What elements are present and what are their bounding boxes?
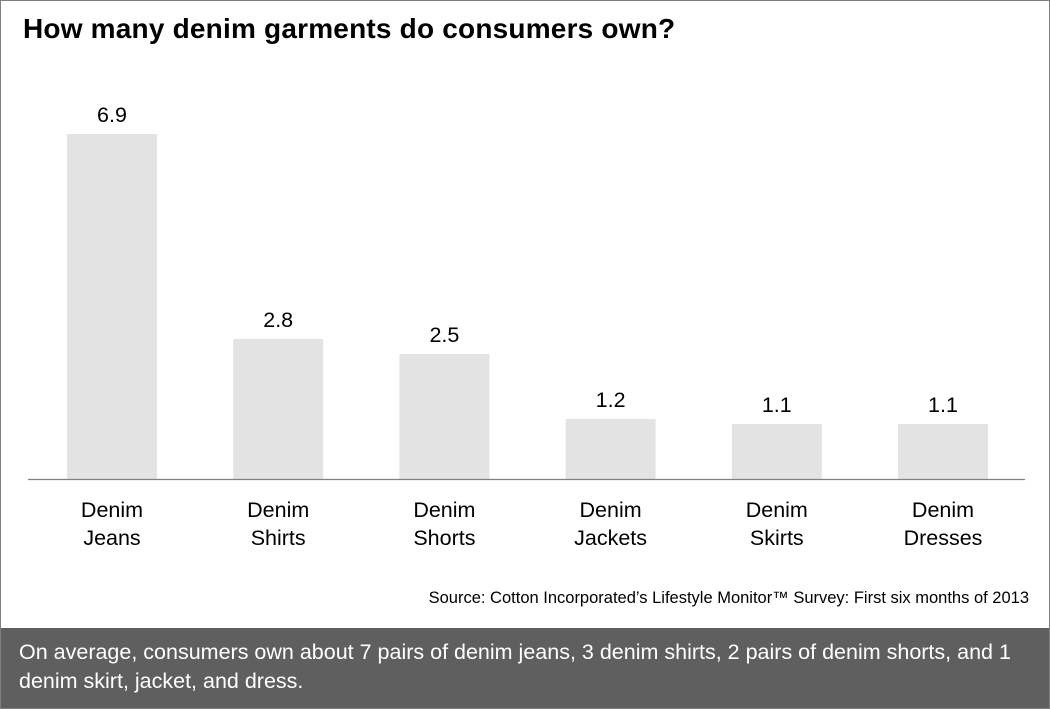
bar-2 bbox=[233, 339, 324, 479]
summary-banner: On average, consumers own about 7 pairs … bbox=[1, 628, 1049, 708]
bar-6 bbox=[898, 424, 988, 479]
data-label-2: 2.8 bbox=[263, 308, 293, 332]
category-label-6: Denim Dresses bbox=[904, 498, 983, 550]
category-label-2: Denim Shirts bbox=[247, 498, 309, 550]
bar-4 bbox=[565, 419, 656, 479]
bar-chart: 6.9 Denim Jeans 2.8 Denim Shirts 2.5 Denim Short… bbox=[28, 103, 1025, 550]
data-label-3: 2.5 bbox=[429, 323, 459, 347]
bar-5 bbox=[731, 424, 822, 479]
summary-text: On average, consumers own about 7 pairs … bbox=[19, 640, 1011, 693]
chart-title: How many denim garments do consumers own… bbox=[23, 13, 676, 44]
bar-1 bbox=[67, 134, 157, 479]
category-label-5: Denim Skirts bbox=[746, 498, 808, 550]
category-label-1: Denim Jeans bbox=[81, 498, 143, 550]
data-label-5: 1.1 bbox=[762, 393, 792, 417]
bar-3 bbox=[399, 354, 490, 479]
data-label-6: 1.1 bbox=[928, 393, 958, 417]
data-label-4: 1.2 bbox=[596, 388, 626, 412]
category-label-3: Denim Shorts bbox=[413, 498, 475, 550]
data-label-1: 6.9 bbox=[97, 103, 127, 127]
category-label-4: Denim Jackets bbox=[574, 498, 647, 550]
source-note: Source: Cotton Incorporated’s Lifestyle … bbox=[428, 589, 1029, 607]
